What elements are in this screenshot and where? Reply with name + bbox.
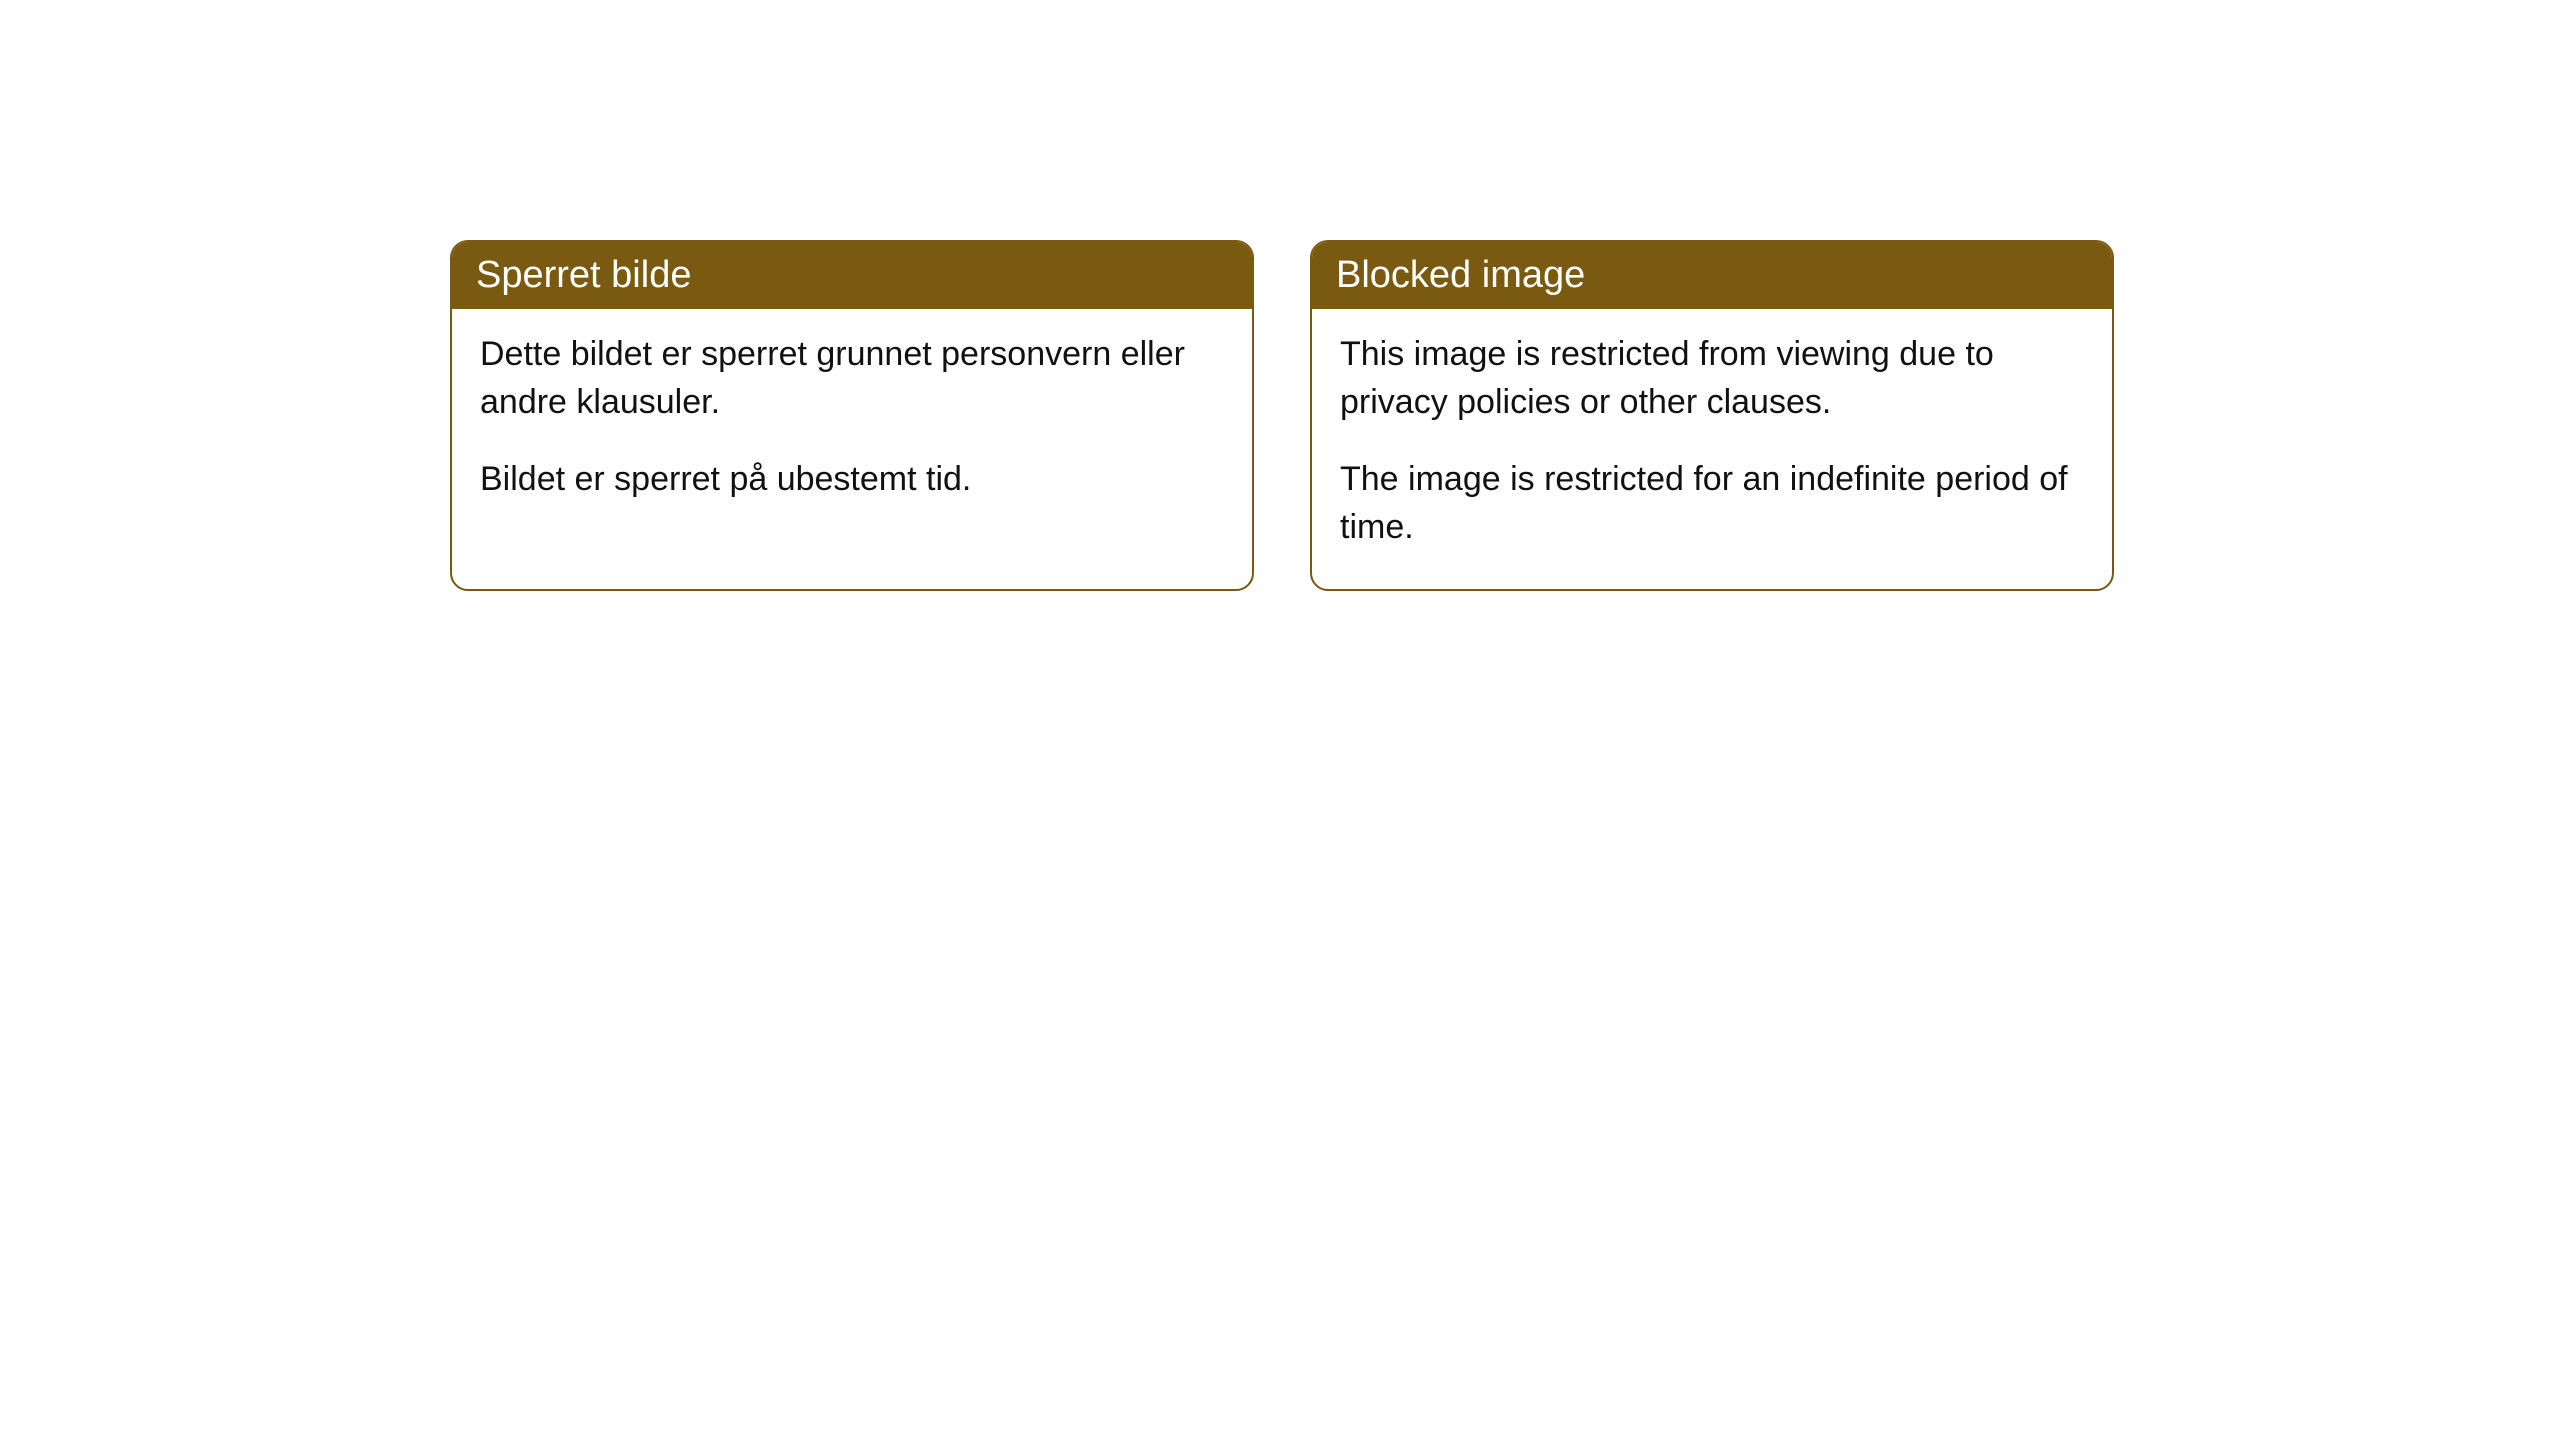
card-body-en: This image is restricted from viewing du… xyxy=(1312,309,2112,589)
card-paragraph-1-en: This image is restricted from viewing du… xyxy=(1340,331,2084,426)
card-paragraph-1-no: Dette bildet er sperret grunnet personve… xyxy=(480,331,1224,426)
card-header-no: Sperret bilde xyxy=(452,242,1252,309)
blocked-image-card-en: Blocked image This image is restricted f… xyxy=(1310,240,2114,591)
cards-container: Sperret bilde Dette bildet er sperret gr… xyxy=(450,240,2114,591)
card-paragraph-2-en: The image is restricted for an indefinit… xyxy=(1340,456,2084,551)
card-title-en: Blocked image xyxy=(1336,254,1585,296)
card-title-no: Sperret bilde xyxy=(476,254,691,296)
card-body-no: Dette bildet er sperret grunnet personve… xyxy=(452,309,1252,542)
card-header-en: Blocked image xyxy=(1312,242,2112,309)
blocked-image-card-no: Sperret bilde Dette bildet er sperret gr… xyxy=(450,240,1254,591)
card-paragraph-2-no: Bildet er sperret på ubestemt tid. xyxy=(480,456,1224,504)
